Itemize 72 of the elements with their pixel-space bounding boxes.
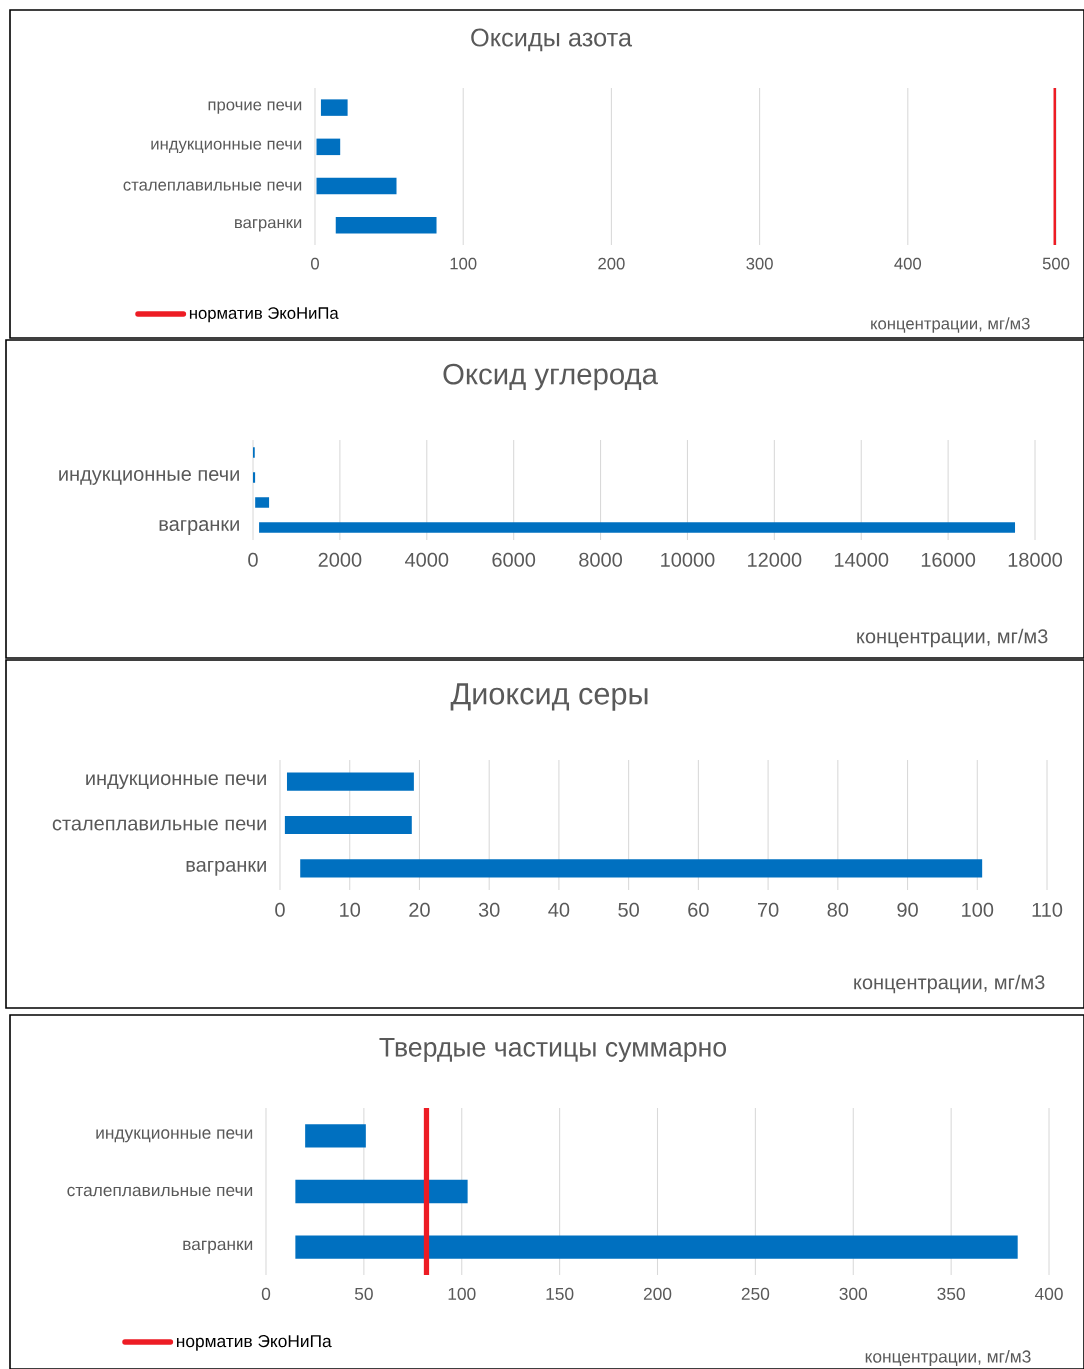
y-tick-label: вагранки [183, 1240, 253, 1254]
y-tick-label: индукционные печи [59, 470, 239, 485]
y-tick-label: вагранки [235, 219, 302, 232]
x-tick-label: 10 [340, 902, 361, 917]
y-tick-label: сталеплавильные печи [52, 819, 266, 831]
x-tick-label: 300 [839, 1287, 868, 1300]
x-tick-label: 150 [546, 1287, 574, 1300]
y-tick-label: индукционные печи [151, 140, 302, 154]
x-tick-label: 110 [1032, 902, 1063, 917]
x-tick-label: 8000 [579, 552, 623, 567]
x-axis-title: концентрации, мг/м3 [857, 628, 1048, 648]
x-tick-label: 18000 [1008, 552, 1063, 567]
bar [284, 815, 412, 835]
x-tick-label: 250 [741, 1287, 770, 1300]
x-tick-label: 350 [937, 1287, 965, 1300]
chart-title: Оксид углерода [443, 363, 658, 391]
y-tick-label: индукционные печи [96, 1129, 253, 1143]
x-tick-label: 80 [827, 902, 849, 917]
bar [253, 472, 256, 483]
x-tick-label: 70 [758, 902, 779, 917]
x-axis-title: концентрации, мг/м3 [854, 974, 1045, 994]
chart-title: Твердые частицы суммарно [379, 1038, 727, 1062]
x-tick-label: 400 [894, 257, 922, 270]
x-tick-label: 2000 [318, 552, 362, 567]
x-tick-label: 16000 [921, 552, 976, 567]
x-tick-label: 400 [1034, 1287, 1063, 1300]
x-tick-label: 50 [354, 1287, 373, 1300]
bar [286, 772, 414, 791]
x-tick-label: 100 [448, 1287, 476, 1300]
x-tick-label: 4000 [405, 552, 449, 567]
bar [335, 217, 437, 234]
y-tick-label: прочие печи [208, 101, 302, 114]
bar [255, 497, 270, 508]
bar [316, 138, 341, 156]
x-tick-label: 200 [643, 1287, 672, 1300]
y-tick-label: вагранки [159, 520, 239, 535]
bar [259, 522, 1016, 533]
x-tick-label: 14000 [834, 552, 889, 567]
x-tick-label: 0 [275, 902, 285, 917]
x-tick-label: 40 [548, 902, 570, 917]
bar [305, 1124, 366, 1148]
x-tick-label: 100 [450, 257, 477, 270]
x-tick-label: 10000 [661, 552, 715, 567]
x-axis-title: концентрации, мг/м3 [865, 1349, 1031, 1367]
x-tick-label: 90 [897, 902, 918, 917]
chart-title: Диоксид серы [450, 683, 648, 711]
bar [320, 99, 348, 116]
y-tick-label: индукционные печи [86, 774, 266, 790]
bar [316, 177, 397, 195]
bar [295, 1235, 1018, 1259]
legend-label: норматив ЭкоНиПа [189, 307, 339, 323]
chart-title: Оксиды азота [471, 28, 633, 52]
x-tick-label: 500 [1042, 257, 1070, 270]
x-tick-label: 30 [478, 902, 500, 917]
y-tick-label: сталеплавильные печи [67, 1186, 253, 1197]
bar [300, 859, 983, 878]
y-tick-label: сталеплавильные печи [123, 181, 302, 191]
x-tick-label: 60 [688, 902, 709, 917]
legend-label: норматив ЭкоНиПа [176, 1334, 332, 1351]
x-tick-label: 50 [618, 902, 639, 917]
x-tick-label: 20 [409, 902, 430, 917]
x-tick-label: 100 [962, 902, 994, 917]
x-tick-label: 200 [598, 257, 625, 270]
x-tick-label: 12000 [748, 552, 802, 567]
x-tick-label: 300 [746, 257, 773, 270]
x-axis-title: концентрации, мг/м3 [871, 317, 1030, 333]
x-tick-label: 0 [311, 257, 319, 270]
bar [295, 1179, 468, 1204]
x-tick-label: 6000 [492, 552, 536, 567]
x-tick-label: 0 [248, 552, 258, 567]
x-tick-label: 0 [261, 1287, 271, 1300]
y-tick-label: вагранки [186, 860, 266, 876]
